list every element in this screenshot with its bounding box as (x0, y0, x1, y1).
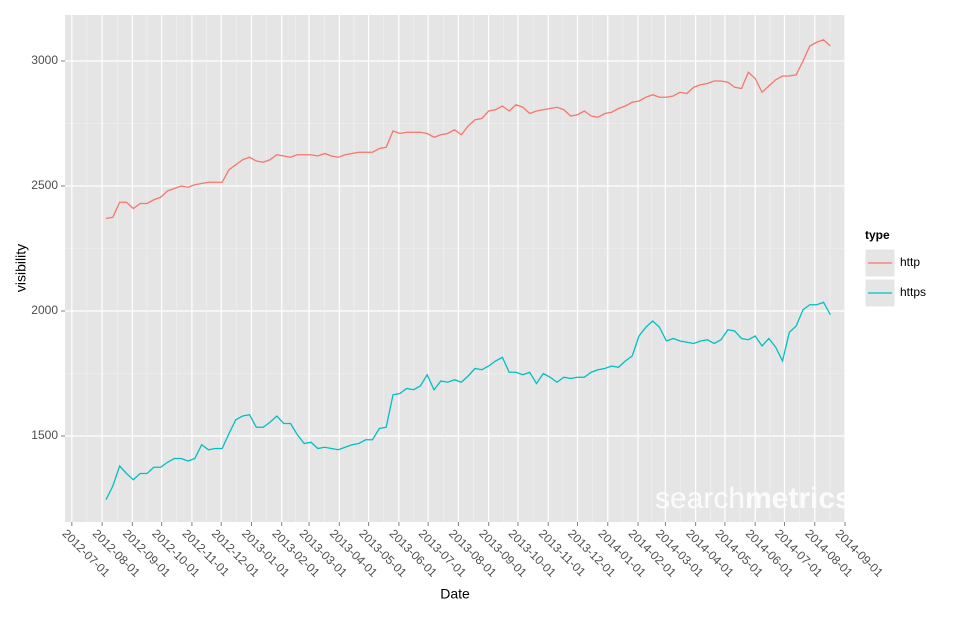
y-tick-label: 1500 (31, 428, 58, 442)
series-line (105, 39, 831, 220)
y-tick-label: 3000 (31, 53, 58, 67)
series-line (105, 301, 831, 501)
legend-title: type (865, 228, 890, 242)
x-axis-title: Date (440, 586, 470, 602)
y-tick-label: 2500 (31, 178, 58, 192)
plot-panel (65, 15, 845, 522)
legend-label: https (900, 285, 926, 299)
y-tick-label: 2000 (31, 303, 58, 317)
watermark: metrics (745, 482, 852, 515)
legend-label: http (900, 255, 920, 269)
watermark: search (655, 482, 745, 515)
y-axis-title: visibility (13, 244, 29, 292)
